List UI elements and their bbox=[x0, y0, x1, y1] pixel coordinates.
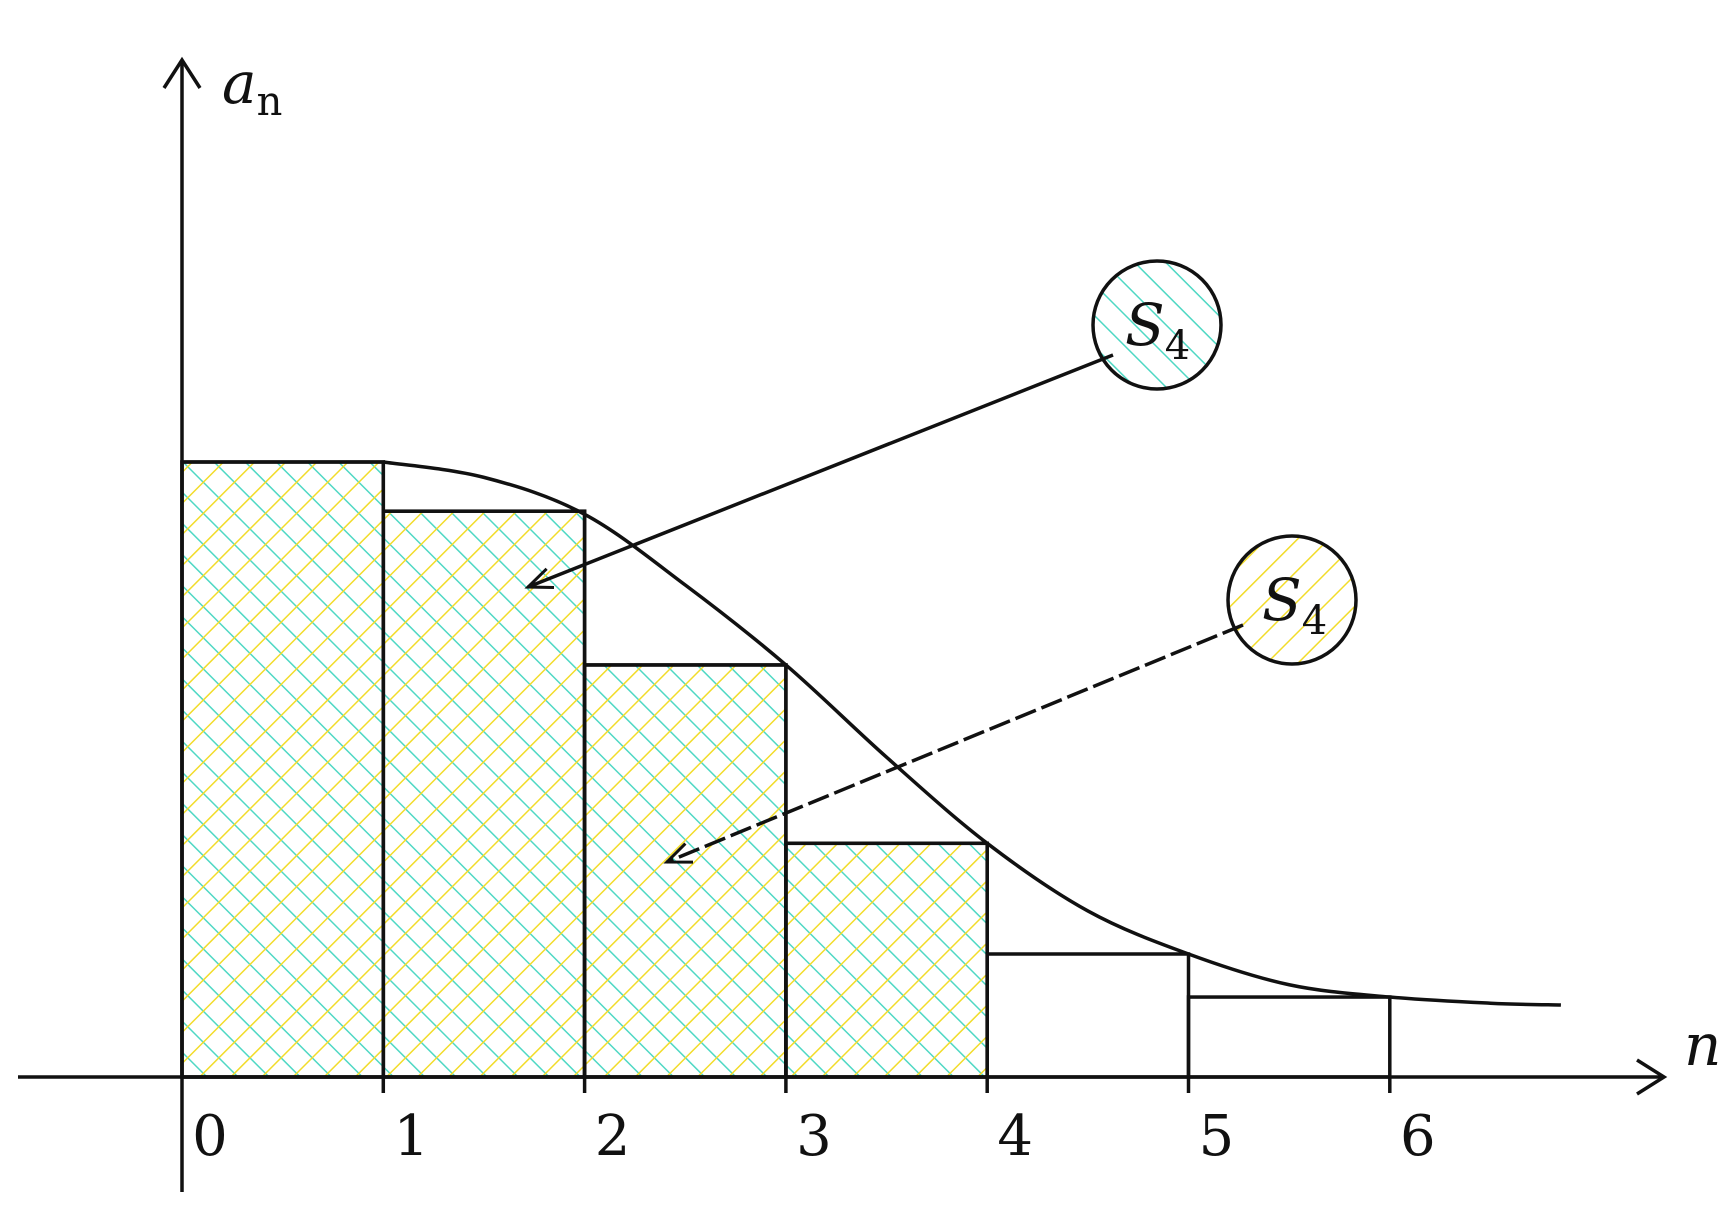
y-axis-label: an bbox=[222, 49, 282, 125]
lower-rect-fill-3 bbox=[785, 843, 988, 1077]
legend-upper-pointer bbox=[524, 353, 1114, 589]
x-axis-ticks: 0 1 2 3 4 5 6 bbox=[192, 1077, 1436, 1169]
legend-lower-sum: S4 bbox=[1226, 534, 1358, 666]
legend-lower-pointer bbox=[663, 623, 1244, 864]
x-tick-label-4: 4 bbox=[997, 1104, 1033, 1169]
legend-lower-label: S4 bbox=[1262, 566, 1327, 644]
lower-rect-fill-1 bbox=[383, 511, 585, 1077]
legend-upper-circle bbox=[1091, 259, 1223, 391]
legend-upper-sum: S4 bbox=[1091, 259, 1223, 391]
lower-rectangles-fill bbox=[182, 462, 988, 1077]
legend-lower-circle bbox=[1226, 534, 1358, 666]
lower-rect-fill-0 bbox=[182, 462, 384, 1077]
lower-rect-outline-5 bbox=[1186, 995, 1392, 1079]
y-axis-arrowhead bbox=[162, 56, 202, 89]
lower-rect-fill-2 bbox=[584, 664, 786, 1077]
x-tick-label-3: 3 bbox=[796, 1104, 832, 1169]
x-tick-label-0: 0 bbox=[192, 1104, 228, 1169]
x-axis-arrowhead bbox=[1636, 1058, 1668, 1096]
x-tick-label-6: 6 bbox=[1400, 1104, 1436, 1169]
x-tick-label-2: 2 bbox=[595, 1104, 631, 1169]
x-tick-label-1: 1 bbox=[393, 1104, 429, 1169]
function-curve bbox=[383, 460, 1561, 1007]
x-tick-label-5: 5 bbox=[1199, 1104, 1235, 1169]
legend-upper-label: S4 bbox=[1125, 291, 1190, 369]
lower-rect-outline-4 bbox=[985, 952, 1191, 1079]
x-axis-label: n bbox=[1684, 1011, 1721, 1079]
